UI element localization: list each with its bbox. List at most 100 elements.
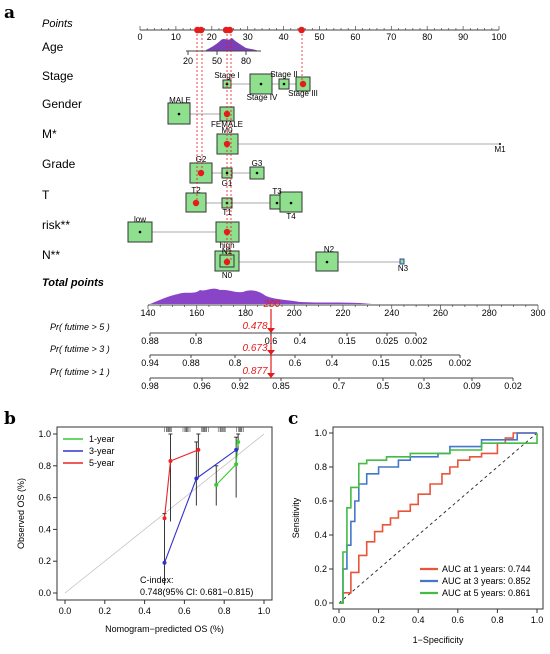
t-dot <box>289 201 293 205</box>
roc-x-tick-label: 0.0 <box>333 615 346 625</box>
probability-tick-label: 0.94 <box>141 358 159 368</box>
roc-legend-label: AUC at 5 years: 0.861 <box>442 588 531 598</box>
probability-tick-label: 0.96 <box>193 381 211 391</box>
calibration-legend-label: 3-year <box>89 446 115 456</box>
roc-y-tick-label: 0.0 <box>314 598 327 608</box>
nomogram-panel: Points 0 10 20 30 40 50 60 70 80 90 100 Age Stage … <box>42 18 546 391</box>
total-points-axis: 140 160 180 200 220 240 260 280 300 <box>140 304 546 318</box>
probability-tick-label: 0.88 <box>182 358 200 368</box>
calibration-y-label: Observed OS (%) <box>16 478 26 549</box>
probability-tick-label: 0.92 <box>231 381 249 391</box>
probability-value: 0.673 <box>242 343 267 354</box>
age-tick-label: 80 <box>241 56 251 66</box>
points-tick-label: 30 <box>243 32 253 42</box>
calibration-panel: 0.0 0.0 0.2 0.2 0.4 0.4 0.6 0.6 0.8 0.8 1.0 1.0 Nomo… <box>16 426 273 634</box>
n-box-n3 <box>399 258 405 265</box>
stage-level-label: Stage III <box>288 89 318 98</box>
grade-selected-dot <box>197 169 205 177</box>
t-level-label: T1 <box>222 208 232 217</box>
t-level-label: T4 <box>286 212 296 221</box>
points-tick-label: 60 <box>350 32 360 42</box>
roc-y-tick-label: 0.8 <box>314 462 327 472</box>
calibration-x-tick-label: 0.0 <box>59 606 72 616</box>
probability-tick-label: 0.6 <box>289 358 302 368</box>
calibration-cindex-label: C-index: <box>140 575 174 585</box>
probability-tick-label: 0.15 <box>372 358 390 368</box>
points-marker-dot <box>298 26 305 34</box>
var-label-risk: risk** <box>42 218 70 232</box>
probability-tick-label: 0.025 <box>410 358 433 368</box>
calibration-point <box>234 462 239 467</box>
panel-letter-b: b <box>4 409 16 429</box>
points-tick-label: 10 <box>171 32 181 42</box>
total-tick-label: 300 <box>530 308 545 318</box>
calibration-x-tick-label: 0.8 <box>218 606 231 616</box>
roc-x-tick-label: 0.6 <box>452 615 465 625</box>
probability-tick-label: 0.88 <box>141 336 159 346</box>
roc-x-tick-label: 0.2 <box>372 615 385 625</box>
var-label-age: Age <box>42 40 64 54</box>
calibration-y-tick-label: 0.2 <box>38 556 51 566</box>
roc-series-line <box>339 432 537 604</box>
points-tick-label: 70 <box>386 32 396 42</box>
calibration-y-tick-label: 0.6 <box>38 493 51 503</box>
points-marker-dot <box>197 26 205 34</box>
stage-level-label: Stage IV <box>247 93 278 102</box>
risk-dot <box>138 230 142 234</box>
probability-axes: Pr( futime > 5 ) 0.88 0.8 0.6 0.4 0.15 0.025 0.… <box>50 321 522 391</box>
total-tick-label: 140 <box>140 308 155 318</box>
total-tick-label: 220 <box>335 308 350 318</box>
calibration-y-tick-label: 0.0 <box>38 588 51 598</box>
probability-tick-label: 0.8 <box>229 358 242 368</box>
probability-tick-label: 0.4 <box>326 358 339 368</box>
points-axis: 0 10 20 30 40 50 60 70 80 90 100 <box>137 26 507 42</box>
calibration-legend-label: 1-year <box>89 434 115 444</box>
roc-series-line <box>339 432 537 604</box>
calibration-x-tick-label: 0.4 <box>138 606 151 616</box>
probability-tick-label: 0.15 <box>338 336 356 346</box>
m-level-label: M1 <box>494 145 506 154</box>
panel-letter-a: a <box>4 3 15 23</box>
total-points-value: 200 <box>263 299 281 310</box>
probability-label: Pr( futime > 5 ) <box>50 322 110 332</box>
stage-level-label: Stage II <box>270 70 298 79</box>
var-label-gender: Gender <box>42 97 82 111</box>
gender-level-label: FEMALE <box>211 120 243 129</box>
grade-dot <box>255 171 259 175</box>
probability-tick-label: 0.4 <box>294 336 307 346</box>
var-label-t: T <box>42 188 50 202</box>
risk-level-label: low <box>134 215 146 224</box>
var-label-n: N** <box>42 248 60 262</box>
total-tick-label: 180 <box>238 308 253 318</box>
n-level-label: N3 <box>398 264 409 273</box>
calibration-point <box>162 560 167 565</box>
probability-tick-label: 0.8 <box>190 336 203 346</box>
roc-y-tick-label: 1.0 <box>314 428 327 438</box>
points-tick-label: 20 <box>207 32 217 42</box>
probability-tick-label: 0.85 <box>272 381 290 391</box>
total-tick-label: 200 <box>287 308 302 318</box>
t-dot <box>275 201 279 205</box>
points-tick-label: 0 <box>137 32 142 42</box>
roc-panel: 0.0 0.0 0.2 0.2 0.4 0.4 0.6 0.6 0.8 0.8 1.0 1.0 1−Sp… <box>291 426 544 645</box>
stage-dot <box>282 82 286 86</box>
roc-y-label: Sensitivity <box>291 497 301 538</box>
total-tick-label: 260 <box>433 308 448 318</box>
m-dot <box>499 143 501 145</box>
roc-legend-label: AUC at 3 years: 0.852 <box>442 576 531 586</box>
calibration-x-tick-label: 1.0 <box>258 606 271 616</box>
stage-selected-dot <box>299 80 307 88</box>
calibration-y-tick-label: 1.0 <box>38 429 51 439</box>
points-tick-label: 80 <box>422 32 432 42</box>
calibration-y-tick-label: 0.8 <box>38 461 51 471</box>
probability-tick-label: 0.09 <box>463 381 481 391</box>
calibration-cindex-value: 0.748(95% CI: 0.681−0.815) <box>140 587 253 597</box>
age-density <box>206 38 258 51</box>
total-tick-label: 280 <box>482 308 497 318</box>
calibration-legend-label: 5-year <box>89 458 115 468</box>
total-points-density <box>150 288 372 304</box>
roc-legend-label: AUC at 1 years: 0.744 <box>442 564 531 574</box>
calibration-point <box>196 447 201 452</box>
calibration-x-tick-label: 0.6 <box>178 606 191 616</box>
probability-tick-label: 0.002 <box>449 358 472 368</box>
